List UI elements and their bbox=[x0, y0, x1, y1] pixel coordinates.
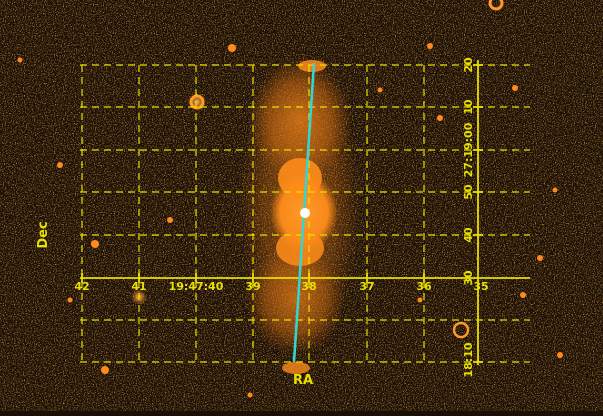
star bbox=[552, 187, 558, 193]
ra-tick-label: 38 bbox=[301, 280, 316, 293]
ra-tick-label: 41 bbox=[131, 280, 146, 293]
star bbox=[167, 217, 173, 223]
dec-tick-label: 18:10 bbox=[462, 342, 475, 377]
center-marker bbox=[300, 208, 310, 218]
star bbox=[557, 352, 563, 358]
star bbox=[377, 87, 383, 93]
star bbox=[437, 115, 443, 121]
dec-tick-label: 30 bbox=[462, 270, 475, 286]
ra-axis-title: RA bbox=[293, 373, 313, 388]
coordinate-grid bbox=[80, 64, 530, 363]
star bbox=[537, 255, 543, 261]
star bbox=[427, 43, 433, 49]
star bbox=[520, 292, 526, 298]
star bbox=[512, 85, 518, 91]
ra-tick-label: 39 bbox=[245, 280, 260, 293]
dec-tick-label: 50 bbox=[462, 184, 475, 200]
star-ring bbox=[189, 94, 205, 110]
dec-tick-label: 20 bbox=[462, 57, 475, 73]
core-lower bbox=[276, 230, 324, 266]
star bbox=[417, 297, 423, 303]
star bbox=[228, 44, 236, 52]
ra-tick-label: 42 bbox=[74, 280, 89, 293]
star bbox=[247, 392, 253, 398]
south-lobe bbox=[245, 245, 345, 355]
north-tip bbox=[298, 60, 326, 72]
star-ring bbox=[452, 321, 470, 339]
core-upper bbox=[278, 158, 322, 198]
south-tip bbox=[282, 362, 310, 374]
dec-tick-label: 40 bbox=[462, 227, 475, 243]
dec-axis-title: Dec bbox=[36, 221, 51, 248]
ra-tick-label: 19:47:40 bbox=[169, 280, 224, 293]
dec-tick-label: 27:19:00 bbox=[462, 122, 475, 177]
north-lobe bbox=[248, 58, 352, 182]
ra-tick-label: 36 bbox=[416, 280, 432, 293]
star bbox=[101, 366, 109, 374]
star bbox=[91, 240, 99, 248]
ra-tick-label: 37 bbox=[359, 280, 374, 293]
dec-tick-label: 10 bbox=[462, 99, 475, 115]
axes bbox=[80, 60, 530, 365]
star-ring bbox=[488, 0, 504, 11]
field-stars bbox=[17, 0, 563, 398]
star bbox=[17, 57, 23, 63]
star bbox=[57, 162, 63, 168]
star bbox=[67, 297, 73, 303]
ra-tick-label: 35 bbox=[473, 280, 488, 293]
